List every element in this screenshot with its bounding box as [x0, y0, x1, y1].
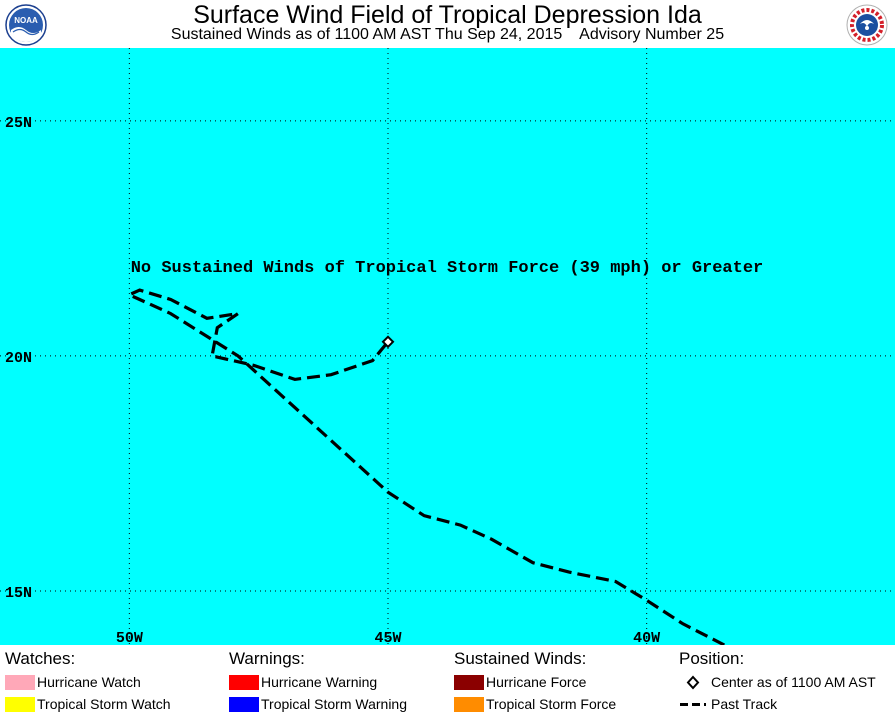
wind-field-map: 25N 20N 15N 50W 45W 40W No Sustained Winds of…: [0, 48, 895, 645]
legend-tropical-storm-watch: Tropical Storm Watch: [5, 693, 171, 715]
legend-past-track: Past Track: [679, 693, 876, 715]
no-winds-message: No Sustained Winds of Tropical Storm For…: [131, 259, 764, 278]
national-weather-service-logo-icon: [846, 4, 888, 46]
legend-hurricane-force: Hurricane Force: [454, 671, 616, 693]
legend-label: Past Track: [711, 696, 778, 712]
legend: Watches: Hurricane Watch Tropical Storm …: [0, 645, 895, 716]
legend-hurricane-watch: Hurricane Watch: [5, 671, 171, 693]
legend-tropical-storm-warning: Tropical Storm Warning: [229, 693, 407, 715]
hurricane-watch-swatch: [5, 674, 35, 690]
longitude-label: 50W: [116, 630, 143, 645]
tropical-storm-force-swatch: [454, 696, 484, 712]
tropical-storm-watch-swatch: [5, 696, 35, 712]
latitude-label: 25N: [5, 115, 32, 132]
longitude-label: 40W: [633, 630, 660, 645]
legend-label: Tropical Storm Watch: [37, 696, 171, 712]
legend-position-title: Position:: [679, 649, 745, 668]
hurricane-warning-swatch: [229, 674, 259, 690]
legend-label: Center as of 1100 AM AST: [711, 674, 876, 690]
map-subtitle: Sustained Winds as of 1100 AM AST Thu Se…: [0, 25, 895, 45]
map-title: Surface Wind Field of Tropical Depressio…: [193, 1, 702, 29]
legend-sustained-winds: Sustained Winds: Hurricane Force Tropica…: [454, 649, 616, 715]
past-track-line: [125, 288, 726, 645]
latitude-label: 20N: [5, 350, 32, 367]
hurricane-force-swatch: [454, 674, 484, 690]
grid-labels: 25N 20N 15N 50W 45W 40W: [5, 115, 660, 645]
legend-watches-title: Watches:: [5, 649, 76, 668]
legend-position: Position: Center as of 1100 AM AST Past …: [679, 649, 876, 715]
legend-winds-title: Sustained Winds:: [454, 649, 587, 668]
legend-hurricane-warning: Hurricane Warning: [229, 671, 407, 693]
longitude-label: 45W: [374, 630, 401, 645]
legend-tropical-storm-force: Tropical Storm Force: [454, 693, 616, 715]
legend-label: Hurricane Force: [486, 674, 587, 690]
legend-label: Tropical Storm Warning: [261, 696, 408, 712]
header: NOAA Surface Wind Field of Tropical Depr…: [0, 0, 895, 48]
diamond-icon: [686, 675, 700, 689]
tropical-storm-warning-swatch: [229, 696, 259, 712]
storm-center-marker: [381, 335, 395, 349]
noaa-logo-icon: NOAA: [5, 4, 47, 46]
legend-warnings-title: Warnings:: [229, 649, 305, 668]
legend-warnings: Warnings: Hurricane Warning Tropical Sto…: [229, 649, 407, 715]
graticule: [0, 48, 895, 645]
latitude-label: 15N: [5, 585, 32, 602]
legend-center: Center as of 1100 AM AST: [679, 671, 876, 693]
legend-label: Hurricane Watch: [37, 674, 141, 690]
dashed-line-icon: [680, 702, 706, 706]
noaa-logo-text: NOAA: [14, 16, 38, 25]
legend-watches: Watches: Hurricane Watch Tropical Storm …: [5, 649, 171, 715]
subtitle-text: Sustained Winds as of 1100 AM AST Thu Se…: [170, 26, 725, 43]
legend-label: Hurricane Warning: [261, 674, 378, 690]
legend-label: Tropical Storm Force: [486, 696, 617, 712]
